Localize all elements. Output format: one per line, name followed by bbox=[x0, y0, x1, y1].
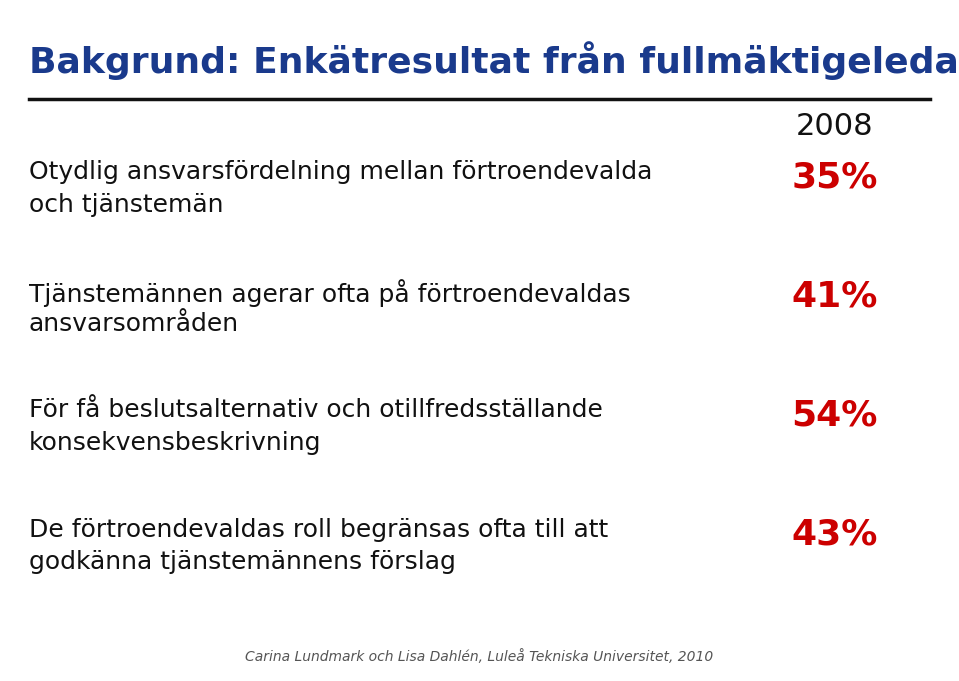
Text: Carina Lundmark och Lisa Dahlén, Luleå Tekniska Universitet, 2010: Carina Lundmark och Lisa Dahlén, Luleå T… bbox=[246, 649, 713, 664]
Text: Bakgrund: Enkätresultat från fullmäktigeledamöter: Bakgrund: Enkätresultat från fullmäktige… bbox=[29, 41, 959, 80]
Text: För få beslutsalternativ och otillfredsställande: För få beslutsalternativ och otillfredss… bbox=[29, 398, 602, 422]
Text: 54%: 54% bbox=[791, 398, 877, 432]
Text: ansvarsområden: ansvarsområden bbox=[29, 312, 239, 336]
Text: 43%: 43% bbox=[791, 518, 877, 552]
Text: 35%: 35% bbox=[791, 160, 877, 194]
Text: konsekvensbeskrivning: konsekvensbeskrivning bbox=[29, 431, 321, 455]
Text: 41%: 41% bbox=[791, 279, 877, 313]
Text: och tjänstemän: och tjänstemän bbox=[29, 193, 223, 217]
Text: Tjänstemännen agerar ofta på förtroendevaldas: Tjänstemännen agerar ofta på förtroendev… bbox=[29, 279, 630, 307]
Text: godkänna tjänstemännens förslag: godkänna tjänstemännens förslag bbox=[29, 550, 456, 574]
Text: 2008: 2008 bbox=[796, 112, 873, 142]
Text: Otydlig ansvarsfördelning mellan förtroendevalda: Otydlig ansvarsfördelning mellan förtroe… bbox=[29, 160, 652, 184]
Text: De förtroendevaldas roll begränsas ofta till att: De förtroendevaldas roll begränsas ofta … bbox=[29, 518, 608, 541]
